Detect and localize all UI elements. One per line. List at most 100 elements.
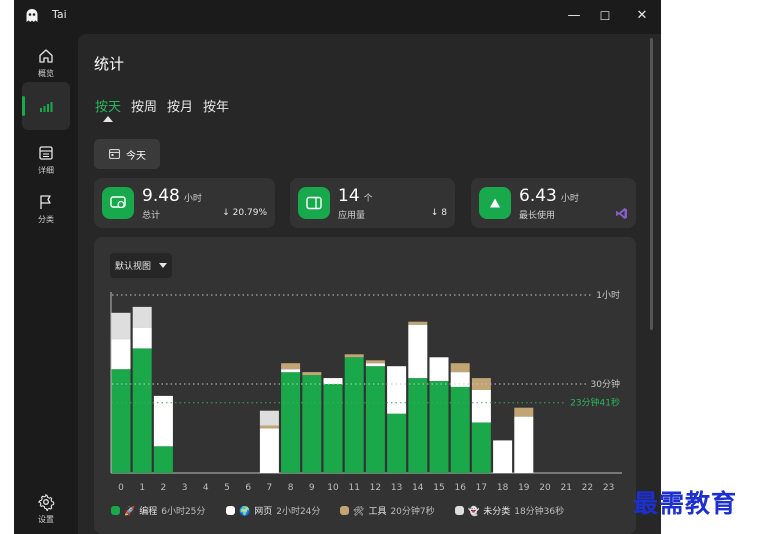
sidebar: 概览 详细 分类 设置: [14, 32, 78, 534]
legend-name: 工具: [368, 507, 387, 517]
bar-segment: [408, 324, 428, 379]
flag-icon: [40, 195, 51, 209]
bar-segment: [153, 446, 173, 473]
maximize-button[interactable]: ☐: [599, 9, 611, 23]
tab-month[interactable]: 按月: [167, 100, 194, 115]
tab-day[interactable]: 按天: [95, 100, 122, 115]
tab-year[interactable]: 按年: [203, 100, 230, 115]
x-tick-label: 15: [433, 483, 444, 493]
x-tick-label: 13: [391, 483, 402, 493]
bar-segment: [132, 306, 152, 328]
x-tick-label: 12: [370, 483, 381, 493]
active-indicator: [22, 96, 25, 116]
x-tick-label: 17: [476, 483, 487, 493]
reference-line-label: 1小时: [596, 289, 620, 301]
sidebar-item-label: 概览: [38, 69, 54, 78]
gear-icon: [37, 493, 55, 511]
legend-duration: 18分钟36秒: [514, 507, 565, 517]
sidebar-item-label: 设置: [38, 515, 54, 524]
x-tick-label: 14: [412, 483, 424, 493]
sidebar-item-overview[interactable]: 概览: [22, 38, 70, 86]
close-button[interactable]: ✕: [636, 8, 648, 23]
bar-segment: [259, 410, 279, 426]
legend-duration: 2小时24分: [276, 507, 321, 517]
x-tick-label: 0: [118, 483, 124, 493]
bar-segment: [132, 327, 152, 349]
legend-swatch: [340, 506, 349, 515]
sidebar-item-details[interactable]: 详细: [22, 135, 70, 183]
bar-segment: [344, 354, 364, 358]
triangle-up-icon: [490, 198, 500, 208]
app-title: Tai: [52, 8, 67, 21]
legend-name: 网页: [254, 507, 273, 517]
tab-indicator: [103, 116, 113, 122]
ghost-logo-icon: [26, 9, 38, 22]
bar-segment: [302, 375, 322, 473]
x-tick-label: 19: [518, 483, 530, 493]
summary-card-total: 9.48 小时 总计 ↓ 20.79%: [94, 178, 275, 228]
clock-monitor-icon: [110, 196, 126, 209]
bar-segment: [281, 372, 301, 473]
bar-segment: [471, 422, 491, 473]
tab-week[interactable]: 按周: [131, 100, 158, 115]
legend-name: 编程: [139, 507, 158, 517]
bar-segment: [344, 357, 364, 473]
x-tick-label: 20: [539, 483, 551, 493]
bar-segment: [514, 416, 534, 473]
x-tick-label: 6: [245, 483, 251, 493]
tool-icon: 🛠: [353, 507, 365, 517]
x-tick-label: 8: [288, 483, 294, 493]
scrollbar[interactable]: [650, 38, 653, 330]
bar-segment: [387, 413, 407, 473]
legend-swatch: [111, 506, 120, 515]
today-label: 今天: [126, 151, 146, 162]
bar-segment: [408, 321, 428, 325]
sidebar-item-settings[interactable]: 设置: [22, 484, 70, 532]
bar-segment: [514, 407, 534, 417]
page-title: 统计: [94, 55, 125, 73]
legend-item-web: 🌍 网页 2小时24分: [226, 504, 320, 517]
home-icon: [39, 49, 53, 63]
card-label: 最长使用: [519, 211, 556, 221]
legend-duration: 20分钟7秒: [390, 507, 435, 517]
calendar-icon: [109, 149, 120, 159]
legend-item-tools: 🛠 工具 20分钟7秒: [340, 504, 435, 517]
x-tick-label: 10: [327, 483, 339, 493]
bar-segment: [408, 378, 428, 473]
x-tick-label: 16: [454, 483, 466, 493]
reference-line-label: 23分钟41秒: [570, 397, 620, 409]
rocket-icon: 🚀: [124, 507, 136, 517]
hourly-bar-chart: 0 1 2 3 4 5 6 7 8 9 10 11 12 13 14 15 16 17 18 19 20 21 22 231小…: [110, 289, 622, 493]
chart-panel: 默认视图 0 1 2 3 4 5 6 7 8 9 10 11 12 13 14 15 16 17 18 19 20 21 2…: [94, 237, 636, 534]
legend-swatch: [455, 506, 464, 515]
x-tick-label: 3: [182, 483, 188, 493]
view-select-label: 默认视图: [115, 262, 152, 272]
bar-segment: [365, 363, 385, 367]
card-icon-bg: [102, 187, 134, 219]
title-bar[interactable]: Tai — ☐ ✕: [14, 0, 661, 32]
x-tick-label: 21: [560, 483, 571, 493]
minimize-button[interactable]: —: [567, 8, 581, 23]
watermark-text: 最需教育: [633, 489, 738, 518]
sidebar-item-stats[interactable]: [22, 82, 70, 130]
bar-segment: [323, 378, 343, 384]
legend-name: 未分类: [483, 507, 511, 517]
card-label: 总计: [142, 211, 161, 221]
signal-bars-icon: [40, 102, 53, 112]
view-select[interactable]: 默认视图: [110, 253, 172, 278]
bar-segment: [281, 363, 301, 370]
today-button[interactable]: 今天: [94, 139, 160, 169]
bar-segment: [450, 387, 470, 473]
sidebar-item-category[interactable]: 分类: [22, 184, 70, 232]
x-tick-label: 7: [267, 483, 273, 493]
bar-segment: [429, 357, 449, 381]
bar-segment: [450, 372, 470, 387]
bar-segment: [153, 395, 173, 447]
bar-segment: [323, 384, 343, 473]
calendar-list-icon: [39, 146, 53, 160]
legend-item-uncategorized: 👻 未分类 18分钟36秒: [455, 504, 564, 517]
sidebar-item-label: 分类: [38, 215, 54, 224]
bar-segment: [365, 366, 385, 473]
reference-line-label: 30分钟: [591, 378, 620, 390]
card-value: 9.48 小时: [142, 186, 202, 206]
